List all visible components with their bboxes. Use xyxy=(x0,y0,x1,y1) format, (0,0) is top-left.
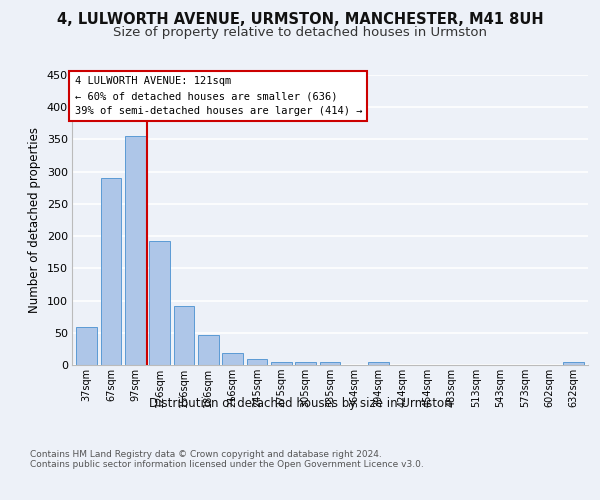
Bar xyxy=(247,359,268,365)
Bar xyxy=(198,336,218,365)
Text: Size of property relative to detached houses in Urmston: Size of property relative to detached ho… xyxy=(113,26,487,39)
Y-axis label: Number of detached properties: Number of detached properties xyxy=(28,127,41,313)
Bar xyxy=(101,178,121,365)
Text: 4, LULWORTH AVENUE, URMSTON, MANCHESTER, M41 8UH: 4, LULWORTH AVENUE, URMSTON, MANCHESTER,… xyxy=(56,12,544,28)
Bar xyxy=(368,362,389,365)
Bar xyxy=(173,306,194,365)
Text: Contains HM Land Registry data © Crown copyright and database right 2024.
Contai: Contains HM Land Registry data © Crown c… xyxy=(30,450,424,469)
Bar xyxy=(271,362,292,365)
Bar xyxy=(563,362,584,365)
Bar xyxy=(295,362,316,365)
Bar xyxy=(320,362,340,365)
Bar xyxy=(125,136,146,365)
Bar xyxy=(222,353,243,365)
Text: Distribution of detached houses by size in Urmston: Distribution of detached houses by size … xyxy=(149,398,451,410)
Text: 4 LULWORTH AVENUE: 121sqm
← 60% of detached houses are smaller (636)
39% of semi: 4 LULWORTH AVENUE: 121sqm ← 60% of detac… xyxy=(74,76,362,116)
Bar xyxy=(149,240,170,365)
Bar xyxy=(76,327,97,365)
